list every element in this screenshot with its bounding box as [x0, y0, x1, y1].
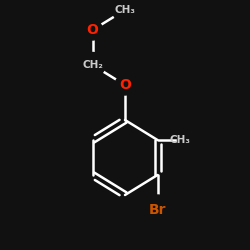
Circle shape	[178, 128, 203, 152]
Text: Br: Br	[149, 203, 166, 217]
Text: O: O	[119, 78, 131, 92]
Text: CH₂: CH₂	[82, 60, 103, 70]
Circle shape	[112, 0, 138, 22]
Text: CH₃: CH₃	[114, 5, 136, 15]
Circle shape	[80, 52, 105, 78]
Text: CH₃: CH₃	[169, 135, 190, 145]
Circle shape	[82, 20, 102, 40]
Circle shape	[115, 75, 135, 95]
Circle shape	[142, 195, 172, 225]
Text: O: O	[86, 23, 99, 37]
